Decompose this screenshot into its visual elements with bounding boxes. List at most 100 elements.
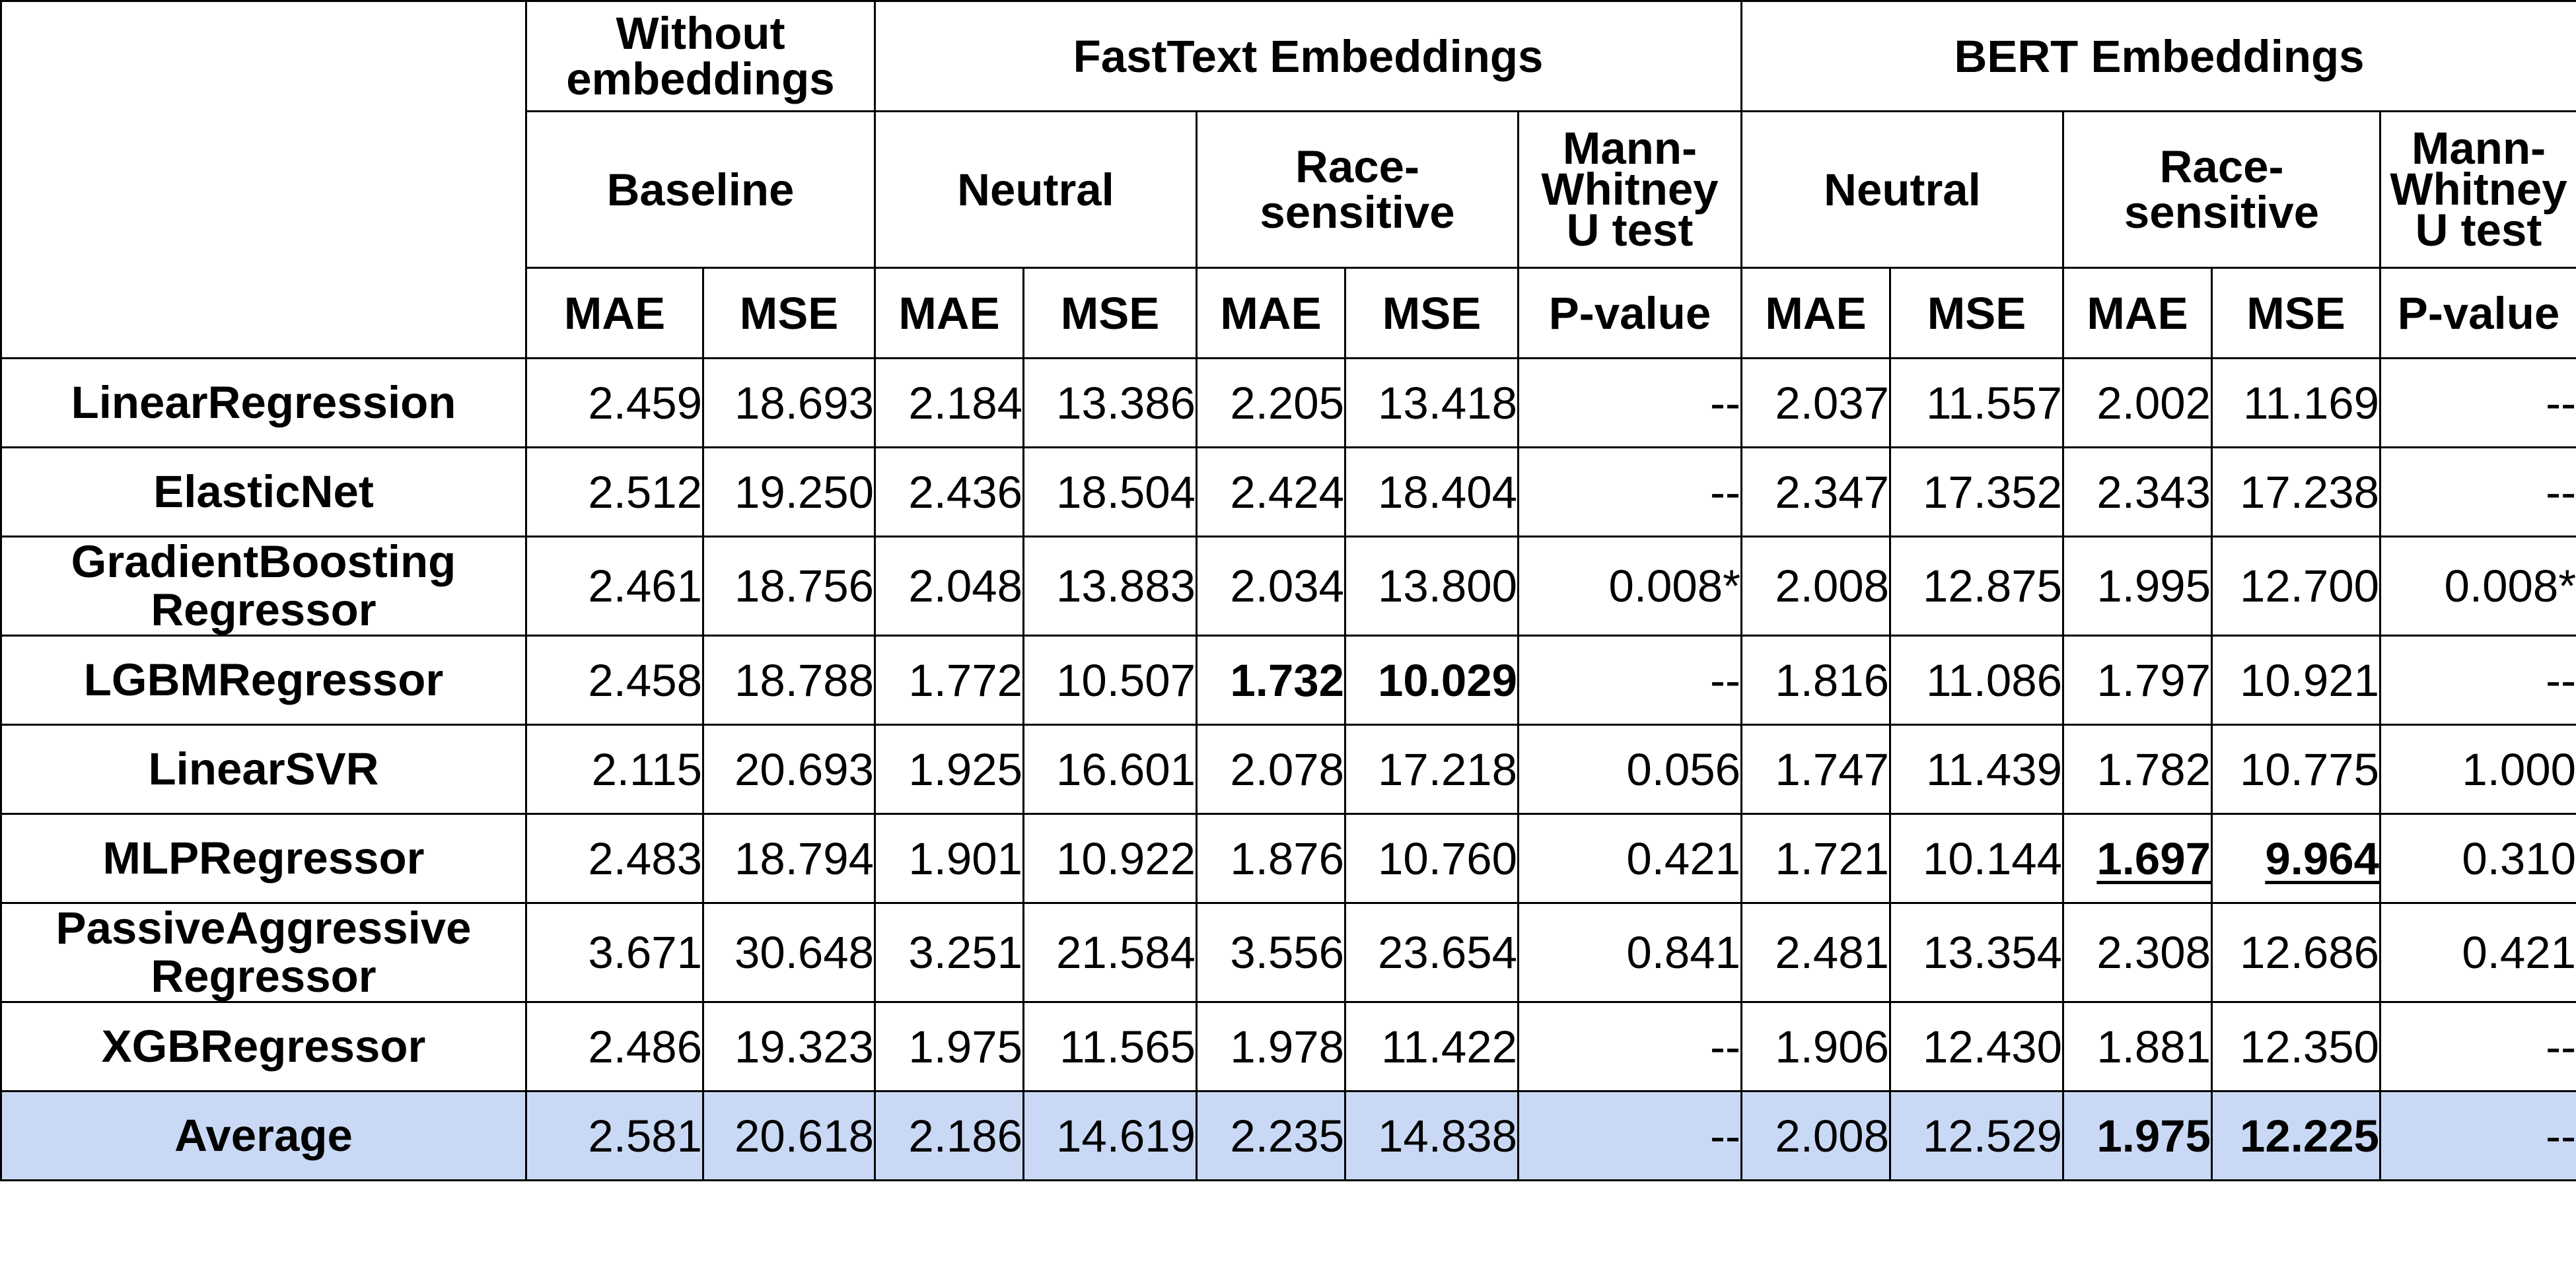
value-cell: 1.881 xyxy=(2062,1001,2213,1092)
table-row: XGBRegressor 2.486 19.323 1.975 11.565 1… xyxy=(0,1001,2576,1092)
metric-header: MAE xyxy=(1196,267,1346,359)
value-cell: 1.772 xyxy=(874,635,1024,726)
table-row: MLPRegressor 2.483 18.794 1.901 10.922 1… xyxy=(0,813,2576,904)
value-cell: 3.671 xyxy=(525,902,704,1003)
value-cell: 12.350 xyxy=(2211,1001,2381,1092)
value-cell: 2.034 xyxy=(1196,536,1346,637)
value-cell: 13.354 xyxy=(1889,902,2064,1003)
value-cell: 16.601 xyxy=(1022,724,1198,815)
table-row: ElasticNet 2.512 19.250 2.436 18.504 2.4… xyxy=(0,446,2576,537)
value-cell: 10.775 xyxy=(2211,724,2381,815)
subgroup-header-baseline: Baseline xyxy=(525,110,876,269)
group-header-bert: BERT Embeddings xyxy=(1740,0,2576,112)
value-cell: 18.404 xyxy=(1344,446,1519,537)
value-cell: 13.418 xyxy=(1344,357,1519,448)
value-cell: -- xyxy=(2379,1001,2576,1092)
metric-header: MAE xyxy=(525,267,704,359)
subgroup-header-bert-mannwhitney: Mann-Whitney U test xyxy=(2379,110,2576,269)
value-cell-best: 10.029 xyxy=(1344,635,1519,726)
table-row: LinearSVR 2.115 20.693 1.925 16.601 2.07… xyxy=(0,724,2576,815)
value-cell: 2.115 xyxy=(525,724,704,815)
value-cell: 1.906 xyxy=(1740,1001,1891,1092)
value-cell: 2.205 xyxy=(1196,357,1346,448)
group-header-fasttext: FastText Embeddings xyxy=(874,0,1742,112)
model-name-cell: PassiveAggressive Regressor xyxy=(0,902,527,1003)
value-cell: 0.421 xyxy=(1517,813,1742,904)
value-cell: 11.169 xyxy=(2211,357,2381,448)
value-cell: -- xyxy=(1517,1001,1742,1092)
table-row: PassiveAggressive Regressor 3.671 30.648… xyxy=(0,902,2576,1003)
metric-header: MAE xyxy=(1740,267,1891,359)
value-cell-overall-best: 9.964 xyxy=(2211,813,2381,904)
subgroup-header-ft-race: Race-sensitive xyxy=(1196,110,1519,269)
value-cell: 11.557 xyxy=(1889,357,2064,448)
metric-header: MSE xyxy=(1022,267,1198,359)
model-name-cell: ElasticNet xyxy=(0,446,527,537)
value-cell: 12.686 xyxy=(2211,902,2381,1003)
model-name-cell: LinearRegression xyxy=(0,357,527,448)
value-cell: 0.310 xyxy=(2379,813,2576,904)
value-cell: 11.565 xyxy=(1022,1001,1198,1092)
value-cell: 10.760 xyxy=(1344,813,1519,904)
average-value-cell-best: 12.225 xyxy=(2211,1090,2381,1181)
average-value-cell: -- xyxy=(2379,1090,2576,1181)
average-value-cell: 12.529 xyxy=(1889,1090,2064,1181)
average-value-cell: 2.581 xyxy=(525,1090,704,1181)
value-cell: 11.439 xyxy=(1889,724,2064,815)
average-value-cell: 2.008 xyxy=(1740,1090,1891,1181)
value-cell: -- xyxy=(2379,635,2576,726)
value-cell: 10.921 xyxy=(2211,635,2381,726)
value-cell: 17.218 xyxy=(1344,724,1519,815)
value-cell: 30.648 xyxy=(702,902,876,1003)
value-cell: 13.800 xyxy=(1344,536,1519,637)
value-cell: 2.512 xyxy=(525,446,704,537)
value-cell: 20.693 xyxy=(702,724,876,815)
metric-header: MSE xyxy=(702,267,876,359)
value-cell: 2.424 xyxy=(1196,446,1346,537)
header-row-subgroups: Baseline Neutral Race-sensitive Mann-Whi… xyxy=(1,110,2576,269)
metric-header: MAE xyxy=(874,267,1024,359)
value-cell: 1.797 xyxy=(2062,635,2213,726)
metric-header: MSE xyxy=(1889,267,2064,359)
metric-header: MSE xyxy=(1344,267,1519,359)
average-value-cell: 14.838 xyxy=(1344,1090,1519,1181)
value-cell: 2.343 xyxy=(2062,446,2213,537)
value-cell: 3.251 xyxy=(874,902,1024,1003)
value-cell: 2.461 xyxy=(525,536,704,637)
value-cell: 12.430 xyxy=(1889,1001,2064,1092)
value-cell: 1.975 xyxy=(874,1001,1024,1092)
average-value-cell-best: 1.975 xyxy=(2062,1090,2213,1181)
value-cell: 12.700 xyxy=(2211,536,2381,637)
value-cell: 18.794 xyxy=(702,813,876,904)
value-cell: -- xyxy=(2379,446,2576,537)
value-cell: 0.008* xyxy=(2379,536,2576,637)
value-cell: 2.436 xyxy=(874,446,1024,537)
value-cell: -- xyxy=(1517,357,1742,448)
value-cell-overall-best: 1.697 xyxy=(2062,813,2213,904)
value-cell: 1.782 xyxy=(2062,724,2213,815)
value-cell: 11.086 xyxy=(1889,635,2064,726)
table-row: LGBMRegressor 2.458 18.788 1.772 10.507 … xyxy=(0,635,2576,726)
value-cell: 12.875 xyxy=(1889,536,2064,637)
value-cell: 2.347 xyxy=(1740,446,1891,537)
value-cell: 13.386 xyxy=(1022,357,1198,448)
value-cell: 2.486 xyxy=(525,1001,704,1092)
value-cell: 2.048 xyxy=(874,536,1024,637)
subgroup-header-bert-neutral: Neutral xyxy=(1740,110,2064,269)
value-cell: 13.883 xyxy=(1022,536,1198,637)
value-cell: -- xyxy=(1517,635,1742,726)
value-cell: 1.000 xyxy=(2379,724,2576,815)
value-cell: 17.352 xyxy=(1889,446,2064,537)
value-cell: 1.925 xyxy=(874,724,1024,815)
value-cell: 10.144 xyxy=(1889,813,2064,904)
value-cell: 19.323 xyxy=(702,1001,876,1092)
average-label-cell: Average xyxy=(0,1090,527,1181)
value-cell: 18.504 xyxy=(1022,446,1198,537)
model-name-cell: MLPRegressor xyxy=(0,813,527,904)
value-cell: 1.747 xyxy=(1740,724,1891,815)
value-cell: 18.693 xyxy=(702,357,876,448)
value-cell: 11.422 xyxy=(1344,1001,1519,1092)
value-cell: 0.841 xyxy=(1517,902,1742,1003)
value-cell: -- xyxy=(1517,446,1742,537)
results-table: Without embeddings FastText Embeddings B… xyxy=(0,0,2576,1181)
